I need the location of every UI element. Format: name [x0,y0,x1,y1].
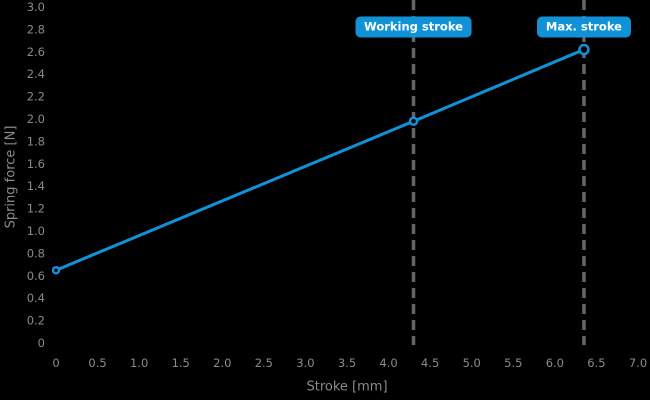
x-tick-label: 2.5 [255,356,273,370]
working-stroke-badge: Working stroke [355,16,472,38]
x-tick-label: 0.5 [88,356,106,370]
y-tick-label: 1.8 [27,134,45,148]
x-tick-label: 3.5 [338,356,356,370]
x-tick-label: 1.0 [130,356,148,370]
y-tick-label: 0.6 [27,269,45,283]
x-tick-label: 4.0 [379,356,397,370]
x-tick-label: 2.0 [213,356,231,370]
y-tick-label: 2.4 [27,67,45,81]
y-tick-label: 2.8 [27,22,45,36]
y-tick-label: 1.6 [27,157,45,171]
x-axis-label: Stroke [mm] [306,379,388,395]
x-tick-label: 5.5 [504,356,522,370]
y-tick-label: 1.0 [27,224,45,238]
y-tick-label: 2.0 [27,112,45,126]
y-tick-label: 0 [38,336,45,350]
y-tick-label: 0.4 [27,291,45,305]
x-tick-label: 3.0 [296,356,314,370]
x-tick-label: 0 [52,356,59,370]
x-tick-label: 6.5 [587,356,605,370]
y-tick-label: 0.8 [27,246,45,260]
data-point-marker [51,265,61,275]
max-stroke-badge: Max. stroke [536,16,631,38]
y-tick-label: 2.6 [27,45,45,59]
y-tick-label: 0.2 [27,314,45,328]
data-point-marker [408,116,419,126]
y-tick-label: 1.2 [27,202,45,216]
y-tick-label: 2.2 [27,90,45,104]
y-axis-label: Spring force [N] [3,125,19,229]
y-tick-label: 3.0 [27,0,45,14]
x-tick-label: 1.5 [172,356,190,370]
y-tick-label: 1.4 [27,179,45,193]
x-tick-label: 5.0 [463,356,481,370]
x-tick-label: 7.0 [629,356,647,370]
data-point-marker [578,43,590,56]
x-tick-label: 4.5 [421,356,439,370]
x-tick-label: 6.0 [546,356,564,370]
series-line [54,48,586,272]
